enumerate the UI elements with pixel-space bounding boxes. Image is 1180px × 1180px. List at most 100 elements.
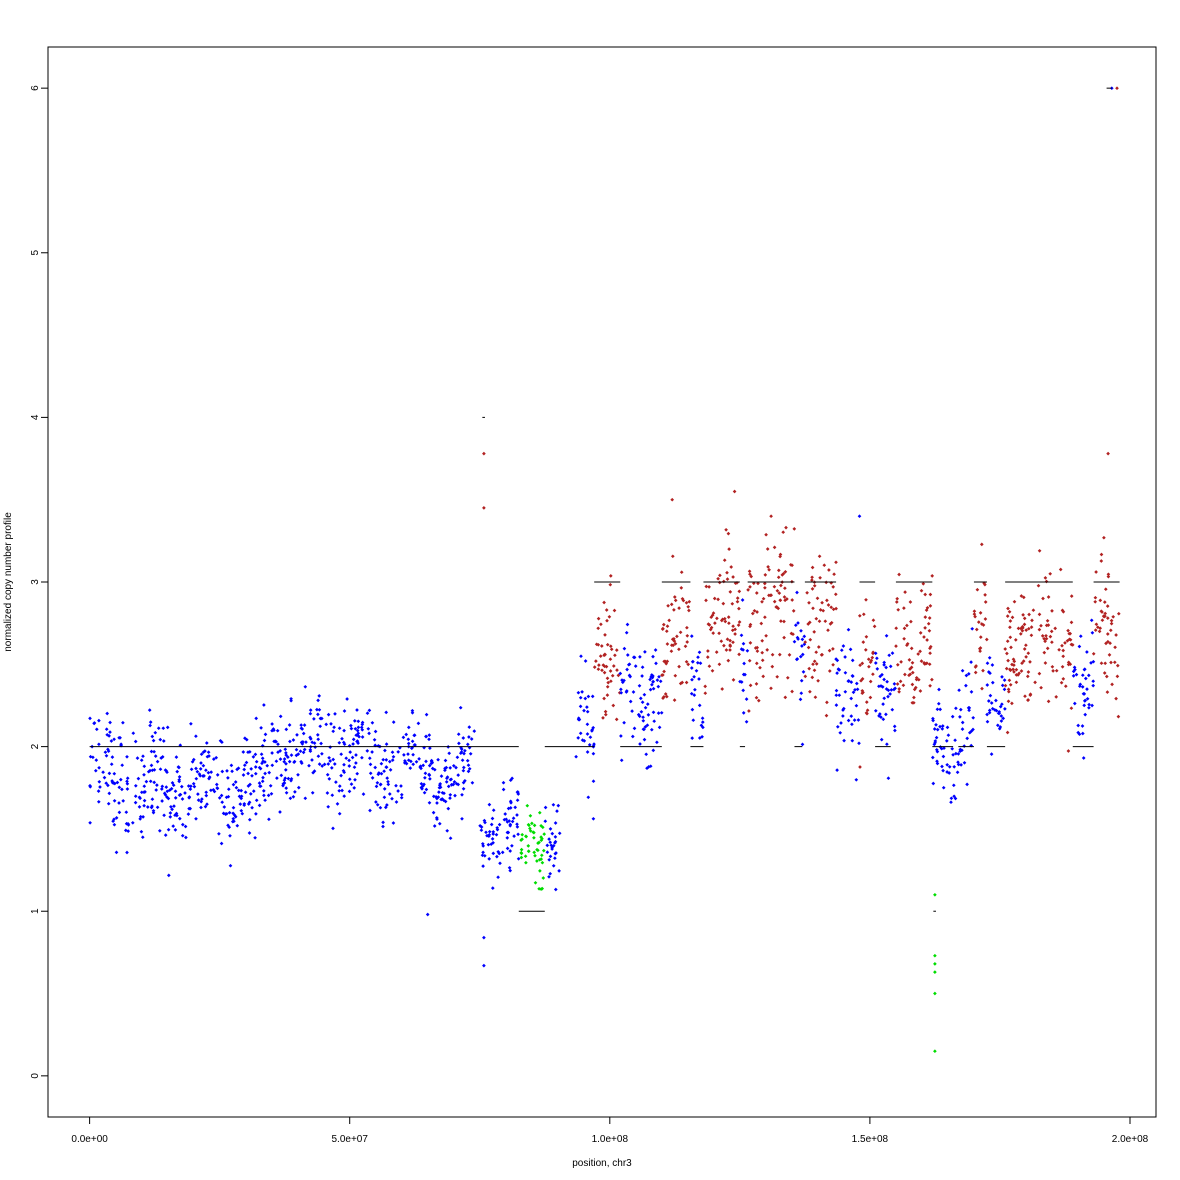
data-point-normal [447,751,452,756]
data-point-normal [147,708,152,712]
data-point-gain [763,573,768,577]
data-point-normal [351,742,355,746]
data-point-gain [783,695,788,700]
data-point-normal [854,681,859,686]
data-point-normal [465,758,470,763]
data-point-normal [374,784,379,789]
data-point-normal [964,673,969,678]
data-point-gain [858,663,862,668]
y-axis: 0 1 2 3 4 5 6 [30,85,48,1079]
data-point-normal [631,690,636,694]
data-point-normal [372,737,377,742]
data-point-gain [872,624,877,629]
data-point-normal [659,710,664,715]
data-point-normal [428,777,432,781]
data-point-gain [897,689,901,694]
data-point-gain [686,662,691,667]
data-point-gain [808,689,812,694]
data-point-normal [233,780,238,784]
data-point-normal [340,736,344,741]
data-point-gain [1050,640,1054,645]
data-point-normal [510,819,515,824]
x-tick-label: 5.0e+07 [331,1134,368,1145]
data-point-gain [1029,625,1034,629]
y-tick-label: 3 [30,579,41,585]
data-point-normal [498,861,502,866]
data-point-normal [163,833,168,837]
data-point-normal [656,711,661,715]
data-point-gain [975,587,980,592]
data-point-gain [807,600,811,605]
data-point-gain [1025,674,1030,679]
data-point-gain [902,636,906,641]
data-point-normal [795,657,800,661]
data-point-loss [531,830,536,835]
data-point-gain [728,590,733,594]
data-point-normal [96,799,101,804]
data-point-gain [614,648,619,652]
data-point-normal [637,714,642,719]
data-point-normal [445,828,450,833]
data-point-normal [1087,702,1091,707]
data-point-normal [741,672,746,677]
data-point-normal [191,781,196,786]
data-point-normal [170,807,174,812]
data-point-normal [406,737,411,742]
data-point-gain [1018,632,1023,636]
data-point-normal [940,724,945,728]
data-point-normal [985,683,990,687]
data-point-normal [206,770,211,775]
data-point-normal [241,773,246,777]
data-point-gain [1019,626,1023,631]
data-point-normal [553,821,558,825]
data-point-normal [335,802,340,806]
data-point-normal [262,793,266,798]
data-point-normal [105,711,110,716]
data-point-normal [308,708,313,712]
data-point-gain [1116,611,1121,616]
data-point-gain [600,668,604,673]
data-point-normal [619,758,624,763]
data-point-normal [501,780,506,785]
data-point-gain [1116,714,1121,719]
data-point-normal [935,761,940,766]
data-point-gain [1050,664,1055,669]
data-point-normal [112,798,117,803]
data-point-gain [858,765,862,769]
data-point-normal [620,680,625,685]
data-point-gain [1044,636,1049,641]
data-point-normal [439,774,444,778]
data-point-gain [615,668,619,672]
data-point-normal [315,707,319,712]
data-point-normal [284,753,289,757]
data-point-normal [645,766,649,771]
data-point-normal [657,674,661,679]
data-point-normal [379,761,384,766]
data-point-normal [631,655,636,660]
data-point-gain [662,669,666,674]
data-point-normal [296,772,300,777]
data-point-normal [186,784,191,788]
data-point-gain [768,593,773,598]
data-point-normal [291,738,296,742]
data-point-gain [871,618,876,623]
data-point-gain [805,590,809,595]
data-point-normal [625,667,629,672]
data-point-normal [360,720,365,725]
data-point-normal [551,802,556,807]
data-point-normal [467,766,472,771]
data-point-normal [644,752,649,757]
data-point-normal [150,797,155,802]
data-point-gain [806,622,811,626]
data-point-normal [630,734,635,739]
data-point-gain [601,716,605,720]
data-point-normal [942,746,946,750]
data-point-normal [1091,679,1096,684]
data-point-normal [242,767,247,772]
data-point-normal [953,738,957,743]
data-point-gain [827,648,832,653]
data-point-normal [326,804,331,809]
data-point-normal [999,714,1004,718]
data-point-normal [282,757,287,761]
data-point-gain [1093,599,1098,604]
